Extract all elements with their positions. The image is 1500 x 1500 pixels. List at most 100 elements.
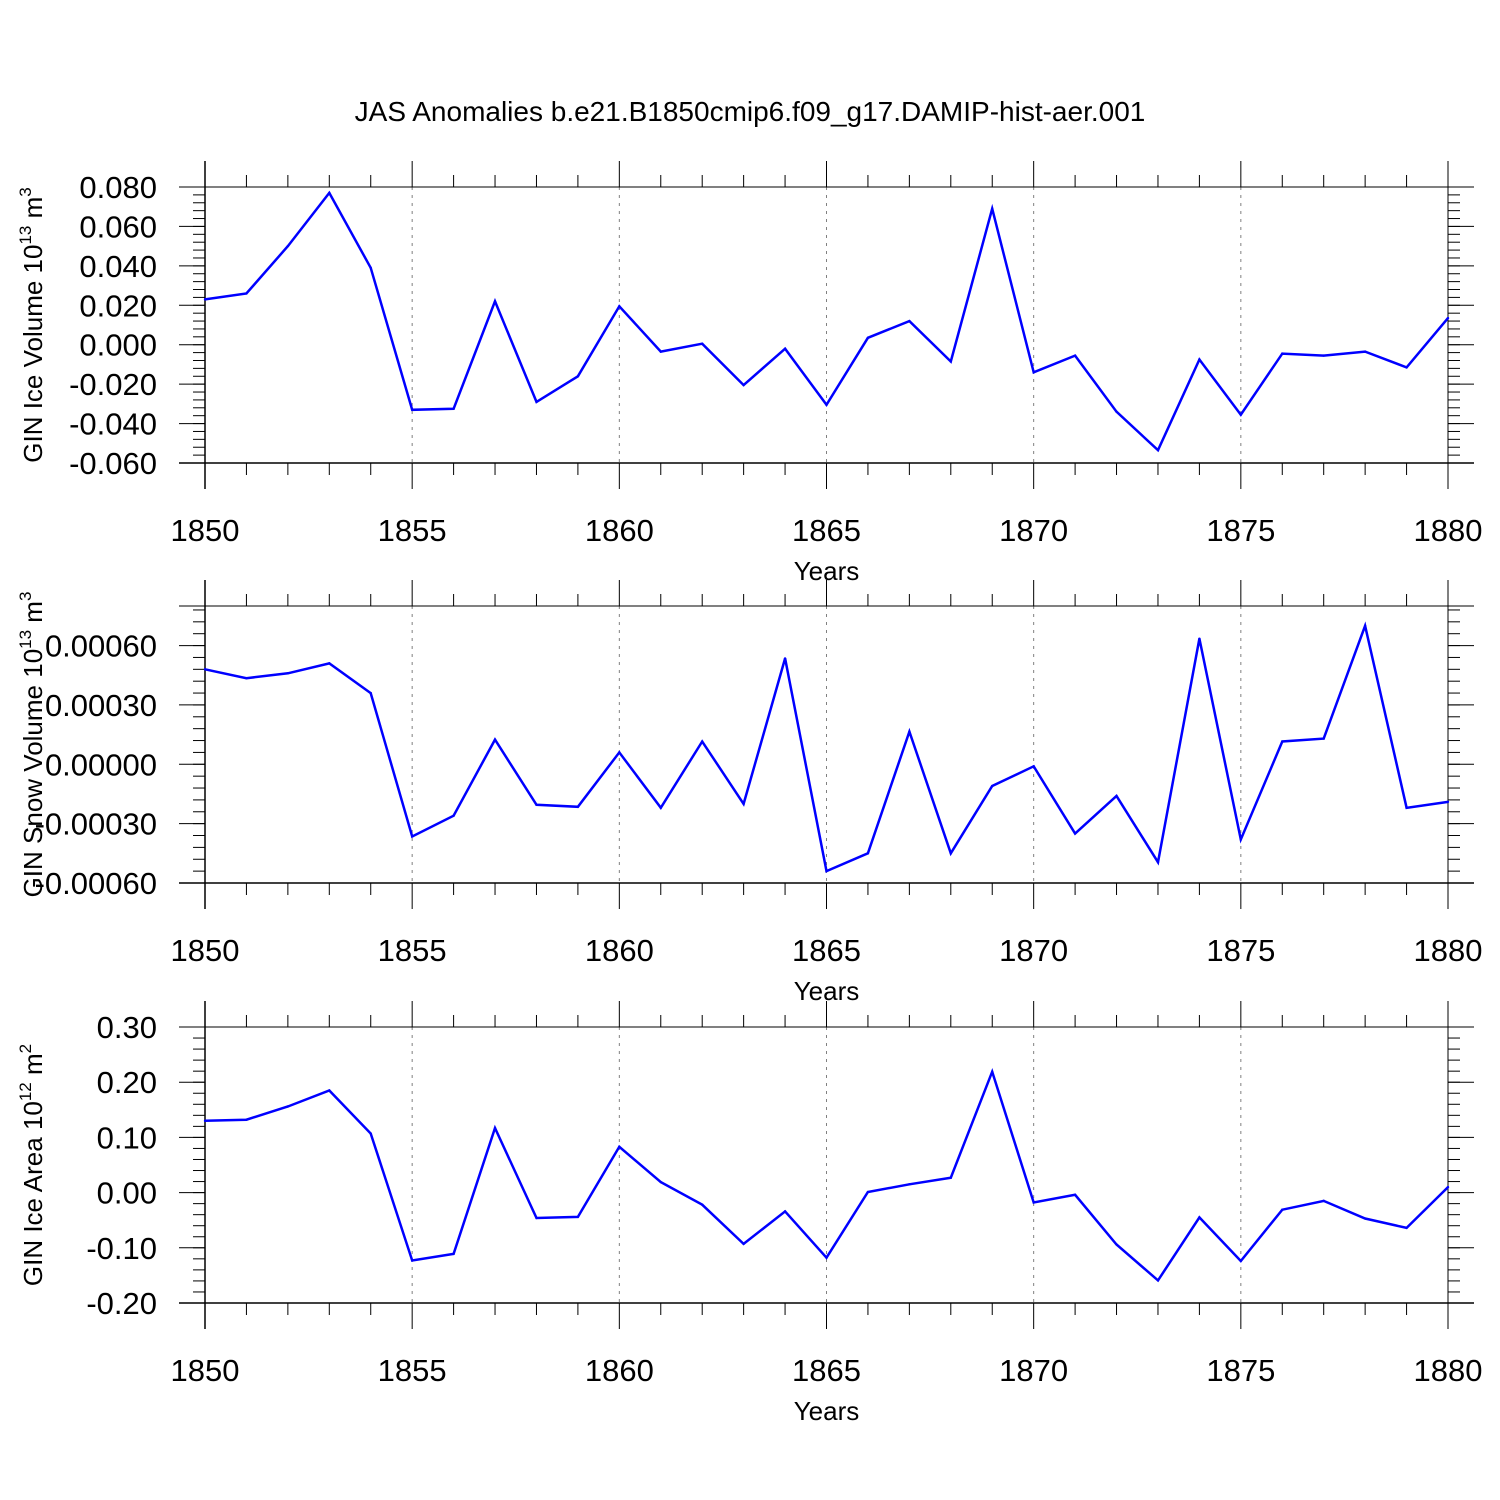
data-point [701, 740, 704, 743]
x-tick-label: 1870 [999, 933, 1068, 968]
x-tick-label: 1850 [171, 1353, 240, 1388]
data-point [742, 802, 745, 806]
data-point [203, 298, 207, 301]
data-point [659, 350, 662, 353]
data-point [908, 319, 911, 323]
data-point [991, 784, 994, 788]
y-tick-label: 0.20 [97, 1065, 157, 1100]
data-point [576, 375, 580, 378]
data-point [1073, 354, 1077, 357]
data-point [286, 1105, 290, 1108]
data-point [452, 814, 455, 817]
chart-panel-3: 0.30 0.20 0.10 0.00 -0.10 -0.20 1850 1855 1860 18… [16, 1001, 1482, 1426]
y-tick-label: 0.020 [79, 288, 157, 323]
data-point [701, 1203, 704, 1206]
data-point [1446, 1185, 1450, 1189]
data-point [286, 244, 290, 248]
y-tick-label: 0.10 [97, 1120, 157, 1155]
data-point [1281, 740, 1284, 743]
data-point [908, 1183, 911, 1186]
y-tick-label: -0.040 [69, 407, 157, 442]
x-tick-label: 1855 [378, 513, 447, 548]
data-point [1281, 352, 1284, 355]
x-tick-label: 1875 [1206, 513, 1275, 548]
data-point [783, 1210, 787, 1213]
x-tick-label: 1875 [1206, 933, 1275, 968]
x-tick-label: 1860 [585, 1353, 654, 1388]
data-point [493, 1126, 497, 1130]
data-point [410, 1259, 414, 1262]
data-point [328, 662, 331, 665]
data-point [949, 1176, 952, 1179]
data-point [576, 805, 580, 809]
data-point [1156, 448, 1160, 452]
y-tick-label: 0.040 [79, 249, 157, 284]
data-point [908, 730, 911, 733]
data-point [783, 347, 787, 350]
series-line [204, 1067, 1449, 1283]
y-tick-label: 0.060 [79, 209, 157, 244]
data-point [1115, 794, 1118, 798]
y-tick-label: 0.00030 [45, 688, 157, 723]
data-point [1405, 1226, 1408, 1230]
data-point [369, 1132, 372, 1135]
data-point [535, 1216, 538, 1220]
x-tick-label: 1850 [171, 513, 240, 548]
data-point [742, 383, 745, 387]
page-title: JAS Anomalies b.e21.B1850cmip6.f09_g17.D… [354, 96, 1146, 127]
data-point [1156, 861, 1160, 864]
y-tick-label: 0.080 [79, 170, 157, 205]
data-point [1198, 637, 1201, 640]
x-tick-label: 1870 [999, 1353, 1068, 1388]
data-point [203, 1119, 207, 1123]
x-tick-label: 1860 [585, 513, 654, 548]
data-point [245, 292, 248, 295]
data-point [452, 407, 455, 410]
data-point [1032, 1201, 1035, 1204]
x-tick-label: 1855 [378, 933, 447, 968]
data-point [1073, 832, 1077, 835]
data-point [866, 852, 870, 855]
data-point [1446, 800, 1450, 804]
data-point [742, 1242, 745, 1246]
x-tick-label: 1875 [1206, 1353, 1275, 1388]
y-tick-label: 0.00060 [45, 629, 157, 664]
y-axis-label: GIN Ice Volume 1013 m3 [16, 187, 48, 463]
y-tick-label: 0.00 [97, 1176, 157, 1211]
data-point [369, 691, 372, 695]
data-point [1322, 737, 1325, 740]
data-point [369, 266, 372, 270]
data-point [991, 1070, 994, 1073]
data-point [1032, 765, 1035, 768]
data-point [1405, 366, 1408, 369]
data-point [493, 300, 497, 303]
data-point [1363, 624, 1367, 627]
data-point [949, 360, 952, 363]
data-point [701, 342, 704, 345]
data-point [576, 1215, 580, 1219]
x-tick-label: 1865 [792, 933, 861, 968]
x-tick-label: 1880 [1414, 1353, 1483, 1388]
data-point [866, 1190, 870, 1194]
y-tick-label: 0.30 [97, 1010, 157, 1045]
data-point [1198, 1216, 1201, 1219]
data-point [618, 305, 621, 308]
data-point [493, 738, 497, 741]
data-point [535, 400, 538, 404]
data-point [328, 1089, 331, 1092]
data-point [1239, 838, 1243, 841]
data-point [1073, 1193, 1077, 1197]
data-point [1363, 350, 1367, 353]
x-tick-label: 1865 [792, 513, 861, 548]
data-point [535, 803, 538, 807]
data-point [245, 1118, 248, 1121]
data-point [1322, 1199, 1325, 1203]
x-axis-label: Years [794, 1396, 860, 1426]
data-point [825, 403, 828, 407]
y-tick-label: -0.020 [69, 367, 157, 402]
data-point [1032, 371, 1035, 374]
y-tick-label: -0.20 [86, 1286, 157, 1321]
data-point [245, 677, 248, 680]
y-axis-label: GIN Snow Volume 1013 m3 [16, 592, 48, 898]
